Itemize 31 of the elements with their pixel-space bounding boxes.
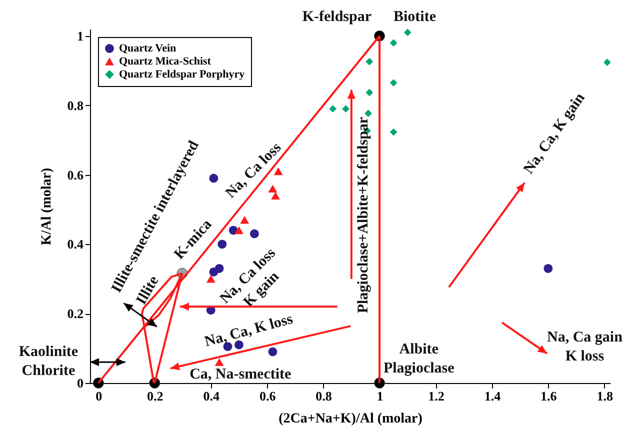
annotation: Plagioclase+Albite+K-feldspar: [356, 116, 372, 314]
x-tick-label: 0.4: [203, 388, 220, 404]
x-tick-label: 1.2: [428, 388, 444, 404]
annotation: Na, Ca loss K gain: [217, 245, 283, 310]
x-tick-label: 1.4: [484, 388, 502, 404]
y-tick-label: 0.6: [67, 167, 84, 182]
y-axis-title: K/Al (molar): [39, 167, 54, 246]
x-tick-label: 0.8: [316, 388, 332, 404]
x-tick-label: 0: [96, 388, 102, 404]
text: Biotite: [394, 8, 436, 25]
legend-label: Quartz Feldspar Porphyry: [119, 68, 246, 80]
y-tick-label: 0.4: [67, 236, 84, 252]
annotation: Ca, Na-smectite: [190, 366, 292, 382]
y-tick-label: 1: [77, 28, 84, 44]
x-tick-label: 0.6: [259, 388, 276, 404]
annotation: Na, Ca gain K loss: [546, 330, 624, 365]
text: K-feldspar: [302, 8, 372, 25]
text: Kaolinite Chlorite: [18, 344, 78, 379]
x-tick-label: 1.8: [596, 388, 614, 404]
annotation: Na, Ca, K loss: [203, 311, 295, 350]
x-tick-label: 1.6: [540, 388, 558, 404]
x-axis-title: (2Ca+Na+K)/Al (molar): [278, 412, 423, 426]
y-tick-label: 0: [77, 376, 84, 390]
x-tick-label: 0.2: [147, 388, 164, 404]
y-tick-label: 0.2: [67, 306, 84, 322]
legend-label: Quartz Mica-Schist: [119, 56, 212, 68]
legend-label: Quartz Vein: [119, 42, 176, 54]
annotation: Na, Ca loss: [222, 140, 285, 202]
y-tick-label: 0.8: [67, 98, 84, 113]
x-tick-label: 1: [376, 388, 384, 404]
annotation: Albite Plagioclase: [383, 342, 455, 377]
